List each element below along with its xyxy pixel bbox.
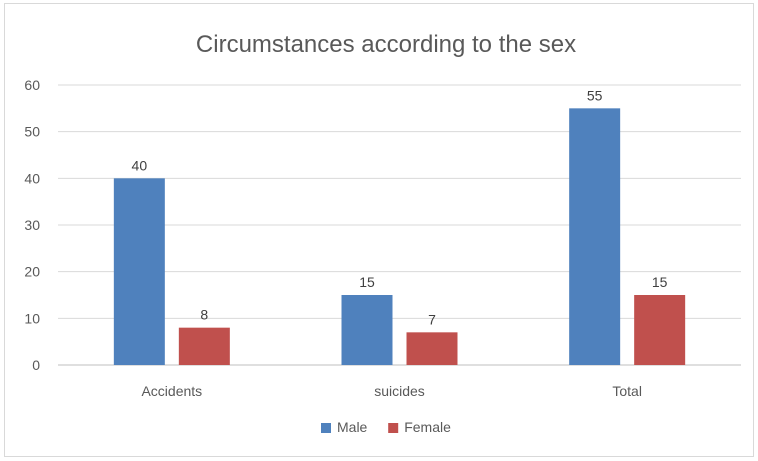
y-tick-label: 50 <box>24 124 40 140</box>
bar-male-total <box>569 108 621 365</box>
bar-female-suicides <box>406 332 458 365</box>
legend-label-male: Male <box>337 419 368 435</box>
x-axis-ticks: Accidents suicides Total <box>141 383 641 399</box>
bars <box>113 108 686 365</box>
data-label: 15 <box>359 274 375 290</box>
data-label: 8 <box>200 307 208 323</box>
bar-male-accidents <box>113 178 165 365</box>
x-tick-label: Accidents <box>141 383 202 399</box>
x-tick-label: Total <box>612 383 642 399</box>
y-tick-label: 30 <box>24 217 40 233</box>
data-label: 15 <box>652 274 668 290</box>
y-tick-label: 20 <box>24 264 40 280</box>
bar-male-suicides <box>341 295 393 365</box>
data-label: 55 <box>587 87 603 103</box>
legend-swatch-male <box>321 423 331 433</box>
legend-label-female: Female <box>404 419 451 435</box>
x-tick-label: suicides <box>374 383 425 399</box>
y-tick-label: 10 <box>24 310 40 326</box>
gridlines <box>58 84 741 366</box>
data-label: 7 <box>428 311 436 327</box>
data-label: 40 <box>132 157 148 173</box>
chart-title: Circumstances according to the sex <box>196 31 576 58</box>
y-tick-label: 40 <box>24 170 40 186</box>
legend-swatch-female <box>388 423 399 433</box>
data-labels: 40 8 15 7 55 15 <box>132 87 668 327</box>
y-axis-ticks: 0 10 20 30 40 50 60 <box>24 77 40 373</box>
bar-female-accidents <box>178 327 230 365</box>
y-tick-label: 0 <box>32 357 40 373</box>
legend: Male Female <box>321 419 451 435</box>
y-tick-label: 60 <box>24 77 40 93</box>
bar-female-total <box>634 295 686 365</box>
